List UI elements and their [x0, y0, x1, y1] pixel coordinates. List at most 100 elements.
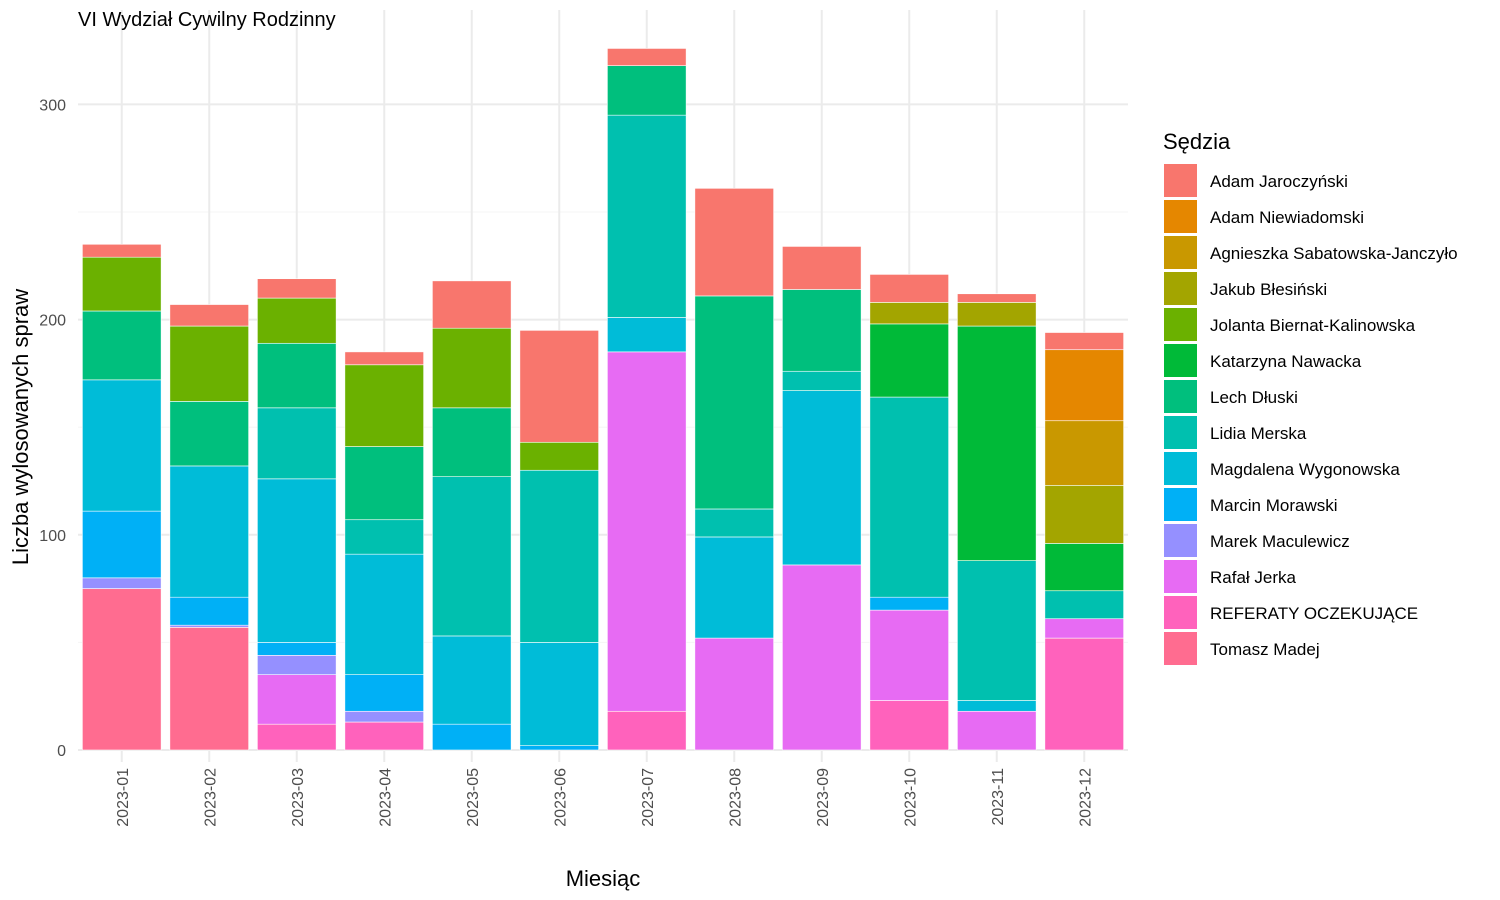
legend-swatch: [1164, 488, 1197, 521]
chart-title: VI Wydział Cywilny Rodzinny: [78, 9, 336, 31]
bar-segment: [957, 710, 1037, 751]
bar-segment: [257, 642, 337, 656]
bar-segment: [432, 280, 512, 329]
bar-segment: [1044, 420, 1124, 486]
bar-segment: [869, 596, 949, 611]
x-tick-label: 2023-03: [290, 768, 307, 827]
x-tick-label: 2023-09: [815, 768, 832, 827]
bar-segment: [169, 325, 249, 402]
bar-segment: [82, 588, 162, 751]
bar-segment: [257, 478, 337, 643]
legend-swatch: [1164, 308, 1197, 341]
legend-label: Jakub Błesiński: [1210, 280, 1327, 299]
legend-label: Adam Jaroczyński: [1210, 172, 1348, 191]
bar-segment: [82, 510, 162, 579]
legend-label: Magdalena Wygonowska: [1210, 460, 1400, 479]
bar-segment: [607, 351, 687, 712]
bar-segment: [257, 723, 337, 751]
legend-swatch: [1164, 524, 1197, 557]
bar-segment: [607, 48, 687, 66]
bar-segment: [432, 723, 512, 751]
bar-segment: [782, 289, 862, 372]
y-tick-label: 100: [39, 528, 66, 545]
bar-segment: [869, 323, 949, 398]
bar-segment: [257, 655, 337, 675]
bar-segment: [519, 441, 599, 471]
legend: Sędzia Adam Jaroczyński Adam Niewiadomski…: [1163, 129, 1458, 665]
legend-swatch: [1164, 164, 1197, 197]
legend-label: Lech Dłuski: [1210, 388, 1298, 407]
bar-segment: [869, 609, 949, 701]
bar-segment: [344, 519, 424, 555]
legend-label: REFERATY OCZEKUJĄCE: [1210, 604, 1418, 623]
bar-segment: [694, 188, 774, 297]
legend-swatch: [1164, 200, 1197, 233]
bar-segment: [257, 674, 337, 725]
bar-segment: [169, 624, 249, 628]
y-axis-title: Liczba wylosowanych spraw: [8, 289, 33, 565]
bar-segment: [432, 407, 512, 477]
bar-segment: [782, 390, 862, 566]
x-tick-label: 2023-02: [202, 768, 219, 827]
bar-segment: [519, 330, 599, 443]
bar-segment: [519, 642, 599, 746]
bar-segment: [82, 243, 162, 258]
legend-swatch: [1164, 596, 1197, 629]
bar-segment: [344, 710, 424, 723]
bar-segment: [344, 446, 424, 521]
bar-segment: [1044, 590, 1124, 620]
bar-segment: [869, 396, 949, 598]
x-tick-label: 2023-07: [640, 768, 657, 827]
legend-label: Lidia Merska: [1210, 424, 1307, 443]
bar-segment: [1044, 485, 1124, 544]
bar-segment: [344, 721, 424, 751]
legend-title: Sędzia: [1163, 129, 1231, 154]
bar-segment: [957, 700, 1037, 712]
legend-swatch: [1164, 560, 1197, 593]
x-tick-label: 2023-08: [727, 768, 744, 827]
bar-segment: [169, 596, 249, 626]
bar-segment: [869, 302, 949, 325]
bar-segment: [344, 553, 424, 675]
legend-swatch: [1164, 452, 1197, 485]
legend-swatch: [1164, 236, 1197, 269]
bar-segment: [432, 635, 512, 725]
x-tick-label: 2023-04: [377, 768, 394, 827]
x-tick-label: 2023-11: [990, 768, 1007, 826]
bar-segment: [607, 114, 687, 318]
bar-segment: [1044, 637, 1124, 751]
y-tick-label: 0: [57, 743, 66, 760]
bar-segment: [869, 700, 949, 751]
bar-segment: [957, 325, 1037, 561]
x-tick-label: 2023-12: [1077, 768, 1094, 827]
bar-segment: [694, 536, 774, 639]
bar-segment: [169, 304, 249, 327]
bar-segment: [1044, 618, 1124, 639]
legend-swatch: [1164, 416, 1197, 449]
legend-swatch: [1164, 272, 1197, 305]
bar-segment: [957, 560, 1037, 701]
legend-label: Adam Niewiadomski: [1210, 208, 1364, 227]
legend-swatch: [1164, 380, 1197, 413]
x-axis-title: Miesiąc: [566, 866, 641, 891]
bar-segment: [1044, 332, 1124, 351]
bar-segment: [607, 710, 687, 751]
bar-segment: [432, 327, 512, 409]
bars: [82, 48, 1124, 751]
bar-segment: [694, 508, 774, 538]
bar-segment: [694, 295, 774, 510]
bar-segment: [257, 407, 337, 480]
x-tick-label: 2023-05: [465, 768, 482, 827]
bar-segment: [607, 65, 687, 116]
bar-segment: [782, 370, 862, 391]
legend-label: Marcin Morawski: [1210, 496, 1338, 515]
bar-segment: [432, 476, 512, 637]
bar-segment: [344, 674, 424, 712]
legend-swatch: [1164, 344, 1197, 377]
bar-segment: [519, 745, 599, 751]
y-axis-ticks: 0 100 200 300: [39, 97, 66, 760]
x-tick-label: 2023-01: [115, 768, 132, 827]
bar-segment: [257, 278, 337, 299]
bar-segment: [782, 246, 862, 290]
